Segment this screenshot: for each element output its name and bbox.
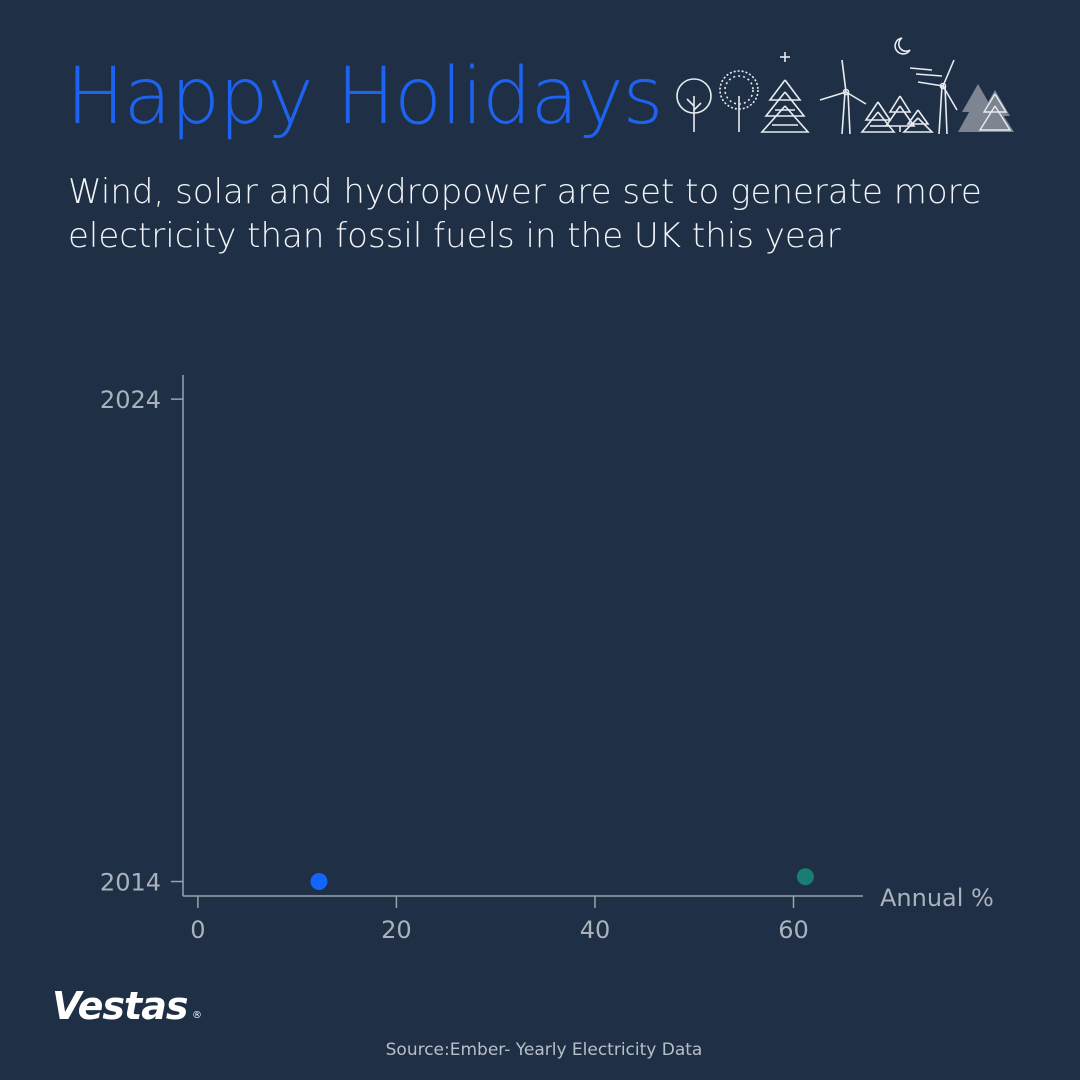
moon-icon xyxy=(894,37,911,55)
star-icon xyxy=(780,52,790,62)
brand-logo: Vestas xyxy=(52,984,188,1028)
x-tick-label: 40 xyxy=(580,916,611,944)
wind-turbine-icon xyxy=(917,59,958,135)
brand-registered-mark: ® xyxy=(192,1010,202,1021)
page-title: Happy Holidays xyxy=(66,52,663,142)
wind-turbine-icon xyxy=(819,59,867,135)
pine-tree-icon xyxy=(884,95,916,132)
x-tick-label: 0 xyxy=(190,916,205,944)
page-subtitle: Wind, solar and hydropower are set to ge… xyxy=(68,172,982,256)
dense-pine-trees-icon xyxy=(958,84,1014,132)
y-tick-label: 2014 xyxy=(100,869,161,897)
data-point xyxy=(310,873,328,891)
source-note: Source:Ember- Yearly Electricity Data xyxy=(385,1040,703,1060)
holiday-scene-illustration xyxy=(676,37,1014,135)
x-axis-label: Annual % xyxy=(880,884,994,912)
data-point xyxy=(796,868,814,886)
dotted-tree-icon xyxy=(719,70,759,132)
wind-lines-icon xyxy=(909,67,943,77)
pine-tree-icon xyxy=(902,109,934,133)
round-tree-icon xyxy=(676,78,712,132)
x-tick-label: 60 xyxy=(778,916,809,944)
pine-tree-icon xyxy=(760,79,810,133)
x-tick-label: 20 xyxy=(381,916,412,944)
pine-tree-icon xyxy=(860,101,896,133)
y-tick-label: 2024 xyxy=(100,386,161,414)
